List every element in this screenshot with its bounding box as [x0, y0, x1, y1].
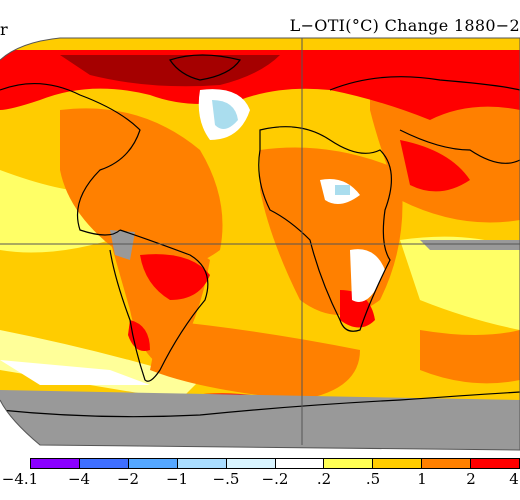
- legend-tick-label: −4.1: [1, 470, 39, 488]
- amazon-no-data: [110, 230, 135, 260]
- legend-tick-label: .5: [365, 470, 381, 488]
- legend-tick-label: .2: [316, 470, 332, 488]
- legend-tick-label: −4: [67, 470, 91, 488]
- asia-orange: [370, 76, 520, 223]
- legend-swatch: [324, 459, 374, 468]
- legend-tick-label: −.2: [261, 470, 289, 488]
- legend-tick-label: −2: [116, 470, 140, 488]
- legend-tick-label: 1: [417, 470, 427, 488]
- north-america-orange: [60, 108, 223, 268]
- map-field: [0, 38, 520, 450]
- southern-africa-red: [340, 290, 375, 328]
- arctic-deep-red: [60, 55, 280, 87]
- legend-swatch: [79, 459, 129, 468]
- middle-east-red: [400, 140, 470, 192]
- east-pacific-yellow-band: [400, 236, 520, 330]
- legend-tick-label: 4: [509, 470, 519, 488]
- south-atlantic-orange: [150, 320, 360, 400]
- legend-swatch: [471, 459, 520, 468]
- map-corner-label: r: [0, 20, 8, 39]
- antarctica-no-data: [0, 390, 520, 450]
- east-africa-white: [350, 249, 385, 302]
- southern-white-patch: [0, 360, 150, 385]
- legend-swatch: [226, 459, 276, 468]
- legend-swatch: [177, 459, 227, 468]
- north-atlantic-cool-spot: [212, 100, 238, 129]
- southern-ocean-light-band: [0, 330, 200, 400]
- brazil-red: [140, 254, 210, 300]
- legend-tick-label: −1: [165, 470, 189, 488]
- map-border: [0, 37, 520, 451]
- sahara-cool-spot: [335, 185, 350, 195]
- legend-swatch: [373, 459, 423, 468]
- coastlines: [0, 54, 520, 418]
- legend-swatch: [422, 459, 472, 468]
- legend-tick-label: −.5: [212, 470, 240, 488]
- legend-swatch: [31, 459, 80, 468]
- map-title: L−OTI(°C) Change 1880−2: [289, 16, 520, 35]
- australia-region-orange: [420, 330, 520, 384]
- argentina-red: [128, 320, 150, 351]
- legend-swatch: [275, 459, 325, 468]
- legend-tick-label: 2: [466, 470, 476, 488]
- pacific-no-data: [420, 240, 520, 250]
- legend-color-bar: [30, 458, 520, 469]
- legend-swatch: [128, 459, 178, 468]
